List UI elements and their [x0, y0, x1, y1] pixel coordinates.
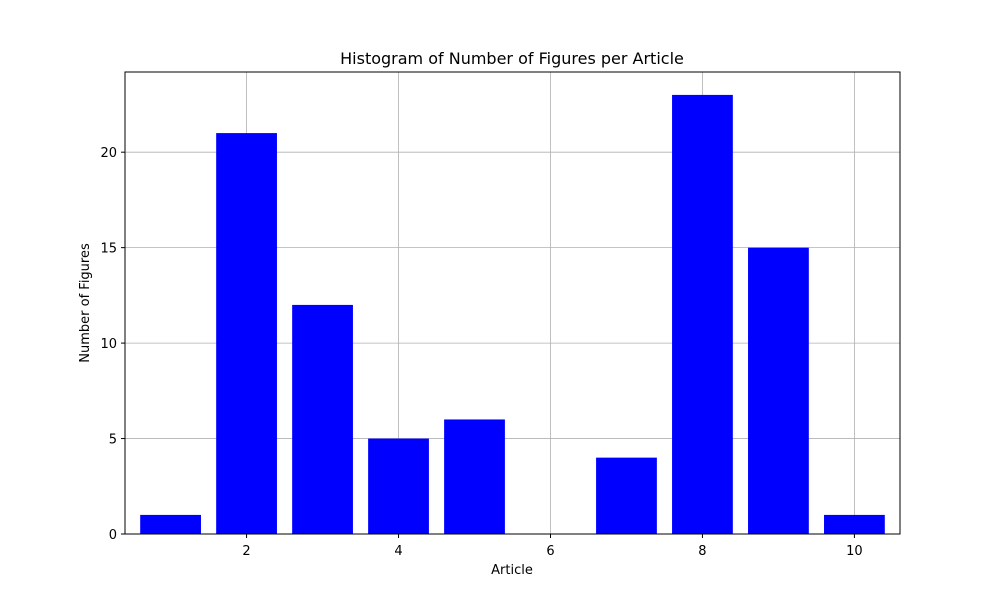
x-tick-label: 6	[546, 544, 554, 559]
bar-article-3	[292, 304, 353, 534]
bar-article-7	[596, 457, 657, 534]
bar-article-10	[824, 514, 885, 534]
bar-article-9	[748, 247, 809, 535]
bar-article-8	[672, 94, 733, 534]
x-tick-label: 2	[242, 544, 250, 559]
y-tick-label: 10	[100, 337, 117, 352]
y-tick-label: 5	[109, 433, 117, 448]
y-tick-label: 0	[109, 528, 117, 543]
x-tick-label: 4	[394, 544, 402, 559]
plot-frame	[124, 71, 901, 535]
chart-title: Histogram of Number of Figures per Artic…	[340, 49, 684, 68]
y-tick-label: 20	[100, 146, 117, 161]
bar-article-4	[368, 438, 429, 534]
y-tick-label: 15	[100, 242, 117, 257]
x-axis-label: Article	[491, 563, 533, 578]
x-tick-label: 8	[698, 544, 706, 559]
bar-article-5	[444, 419, 505, 534]
axis-ticks: 2 4 6 8 10 0 5 10 15 20	[100, 146, 862, 559]
bars	[140, 94, 885, 535]
bar-article-1	[140, 514, 201, 534]
bar-article-2	[216, 133, 277, 534]
x-tick-label: 10	[846, 544, 863, 559]
y-axis-label: Number of Figures	[78, 243, 93, 363]
